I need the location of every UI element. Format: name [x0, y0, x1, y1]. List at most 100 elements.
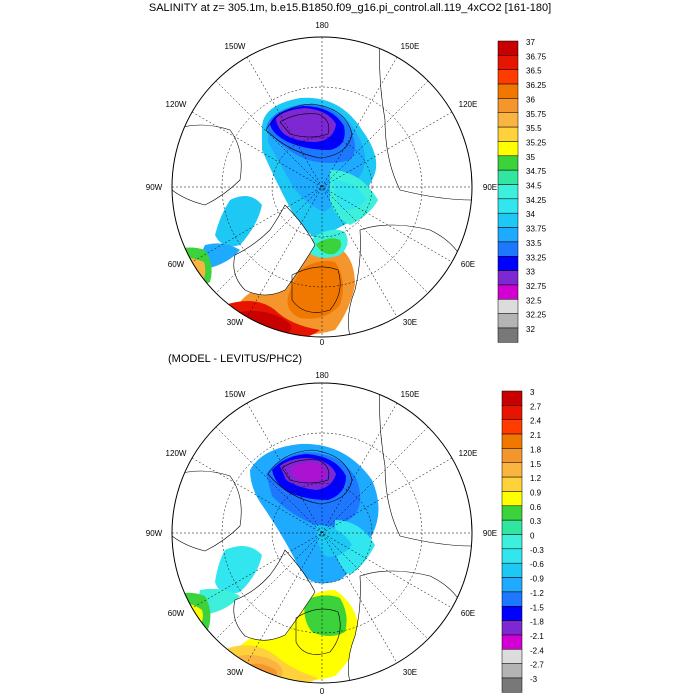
difference-colorbar-swatch	[501, 505, 523, 521]
salinity-colorbar-label: 34	[526, 210, 535, 219]
salinity-colorbar-label: 32.25	[526, 311, 547, 320]
difference-colorbar-label: 2.7	[530, 402, 542, 411]
lon-label-30e: 30E	[403, 668, 417, 677]
difference-colorbar-label: -2.4	[530, 646, 544, 655]
difference-colorbar-label: 3	[530, 388, 535, 397]
difference-colorbar-swatch	[501, 548, 523, 564]
difference-colorbar-label: 2.1	[530, 431, 542, 440]
lon-label-120w: 120W	[166, 100, 187, 109]
salinity-colorbar-label: 33.5	[526, 239, 542, 248]
salinity-colorbar-label: 32	[526, 325, 535, 334]
difference-colorbar-label: 1.8	[530, 445, 542, 454]
salinity-colorbar-swatch	[497, 98, 519, 114]
difference-colorbar-swatch	[501, 448, 523, 463]
lon-label-60e: 60E	[461, 609, 475, 618]
salinity-colorbar-swatch	[497, 299, 519, 314]
difference-colorbar-label: 0.6	[530, 503, 542, 512]
salinity-colorbar-swatch	[497, 169, 519, 185]
salinity-map-boundary	[171, 36, 473, 338]
difference-colorbar-swatch	[501, 462, 523, 478]
difference-colorbar-label: -0.9	[530, 575, 544, 584]
figure-title: SALINITY at z= 305.1m, b.e15.B1850.f09_g…	[148, 2, 552, 14]
difference-colorbar-label: -1.5	[530, 603, 544, 612]
salinity-colorbar-swatch	[497, 284, 519, 300]
difference-colorbar-label: -0.3	[530, 546, 544, 555]
salinity-colorbar-swatch	[497, 55, 519, 70]
difference-colorbar-swatch	[501, 390, 523, 406]
lon-label-30e: 30E	[403, 318, 417, 327]
salinity-map-panel: 180 150W 150E 120W 120E 90W 90E 60W 60E …	[146, 21, 497, 347]
difference-colorbar-label: 1.5	[530, 460, 542, 469]
salinity-colorbar-label: 36.25	[526, 81, 547, 90]
difference-colorbar-swatch	[501, 649, 523, 664]
lon-label-120e: 120E	[459, 449, 478, 458]
salinity-colorbar-label: 33.75	[526, 225, 547, 234]
difference-colorbar-label: -0.6	[530, 560, 544, 569]
salinity-longitude-labels: 180 150W 150E 120W 120E 90W 90E 60W 60E …	[146, 21, 497, 347]
salinity-colorbar-label: 36	[526, 95, 535, 104]
difference-colorbar-label: 0.3	[530, 517, 542, 526]
difference-colorbar-swatch	[501, 677, 523, 693]
lon-label-90w: 90W	[146, 183, 163, 192]
difference-colorbar-swatch	[501, 491, 523, 507]
salinity-colorbar-label: 37	[526, 38, 535, 47]
salinity-colorbar-swatch	[497, 256, 519, 271]
lon-label-0: 0	[320, 338, 325, 347]
lon-label-150e: 150E	[401, 390, 420, 399]
salinity-colorbar-swatch	[497, 212, 519, 228]
salinity-colorbar-swatch	[497, 83, 519, 99]
salinity-colorbar-label: 33.25	[526, 253, 547, 262]
difference-colorbar-label: -2.1	[530, 632, 544, 641]
salinity-colorbar-swatch	[497, 327, 519, 343]
salinity-colorbar-swatch	[497, 126, 519, 142]
lon-label-150e: 150E	[401, 42, 420, 51]
salinity-colorbar-label: 35.75	[526, 110, 547, 119]
lon-label-30w: 30W	[227, 318, 244, 327]
salinity-colorbar-label: 35	[526, 153, 535, 162]
lon-label-90e: 90E	[483, 183, 497, 192]
salinity-colorbar-swatch	[497, 40, 519, 56]
lon-label-180: 180	[315, 371, 329, 380]
difference-colorbar-swatch	[501, 577, 523, 593]
difference-colorbar-swatch	[501, 405, 523, 420]
salinity-colorbar-swatch	[497, 227, 519, 243]
difference-colorbar-swatch	[501, 419, 523, 435]
salinity-colorbar-swatch	[497, 184, 519, 200]
lon-label-120e: 120E	[459, 100, 478, 109]
difference-colorbar-swatch	[501, 620, 523, 636]
salinity-field	[172, 37, 472, 337]
difference-map-boundary	[171, 382, 473, 684]
salinity-colorbar-swatch	[497, 313, 519, 329]
salinity-colorbar-swatch	[497, 141, 519, 157]
difference-colorbar-swatch	[501, 433, 523, 449]
difference-colorbar: 3 2.7 2.4 2.1 1.8 1.5 1.2 0.9 0.6 0.3 0 -0.3 -0.6 -0.…	[501, 388, 544, 693]
difference-colorbar-swatch	[501, 534, 523, 550]
salinity-colorbar-swatch	[497, 69, 519, 85]
difference-colorbar-label: 1.2	[530, 474, 542, 483]
salinity-colorbar: 37 36.75 36.5 36.25 36 35.75 35.5 35.25 35 34.75 3…	[497, 38, 547, 343]
lon-label-150w: 150W	[225, 390, 246, 399]
salinity-colorbar-label: 36.5	[526, 67, 542, 76]
difference-colorbar-label: 0	[530, 532, 535, 541]
lon-label-150w: 150W	[225, 42, 246, 51]
difference-colorbar-label: -2.7	[530, 661, 544, 670]
difference-colorbar-swatch	[501, 562, 523, 578]
difference-longitude-labels: 180 150W 150E 120W 120E 90W 90E 60W 60E …	[146, 371, 497, 696]
salinity-colorbar-label: 34.25	[526, 196, 547, 205]
difference-map-panel: 180 150W 150E 120W 120E 90W 90E 60W 60E …	[146, 371, 497, 696]
salinity-colorbar-label: 36.75	[526, 52, 547, 61]
difference-colorbar-label: -1.2	[530, 589, 544, 598]
salinity-colorbar-label: 33	[526, 268, 535, 277]
difference-colorbar-swatch	[501, 606, 523, 621]
salinity-colorbar-swatch	[497, 241, 519, 257]
salinity-colorbar-swatch	[497, 155, 519, 171]
lon-label-60w: 60W	[168, 609, 185, 618]
salinity-colorbar-label: 32.5	[526, 296, 542, 305]
difference-colorbar-swatch	[501, 519, 523, 535]
difference-colorbar-label: -3	[530, 675, 538, 684]
lon-label-60e: 60E	[461, 260, 475, 269]
salinity-colorbar-swatch	[497, 270, 519, 286]
lon-label-30w: 30W	[227, 668, 244, 677]
difference-colorbar-swatch	[501, 634, 523, 650]
